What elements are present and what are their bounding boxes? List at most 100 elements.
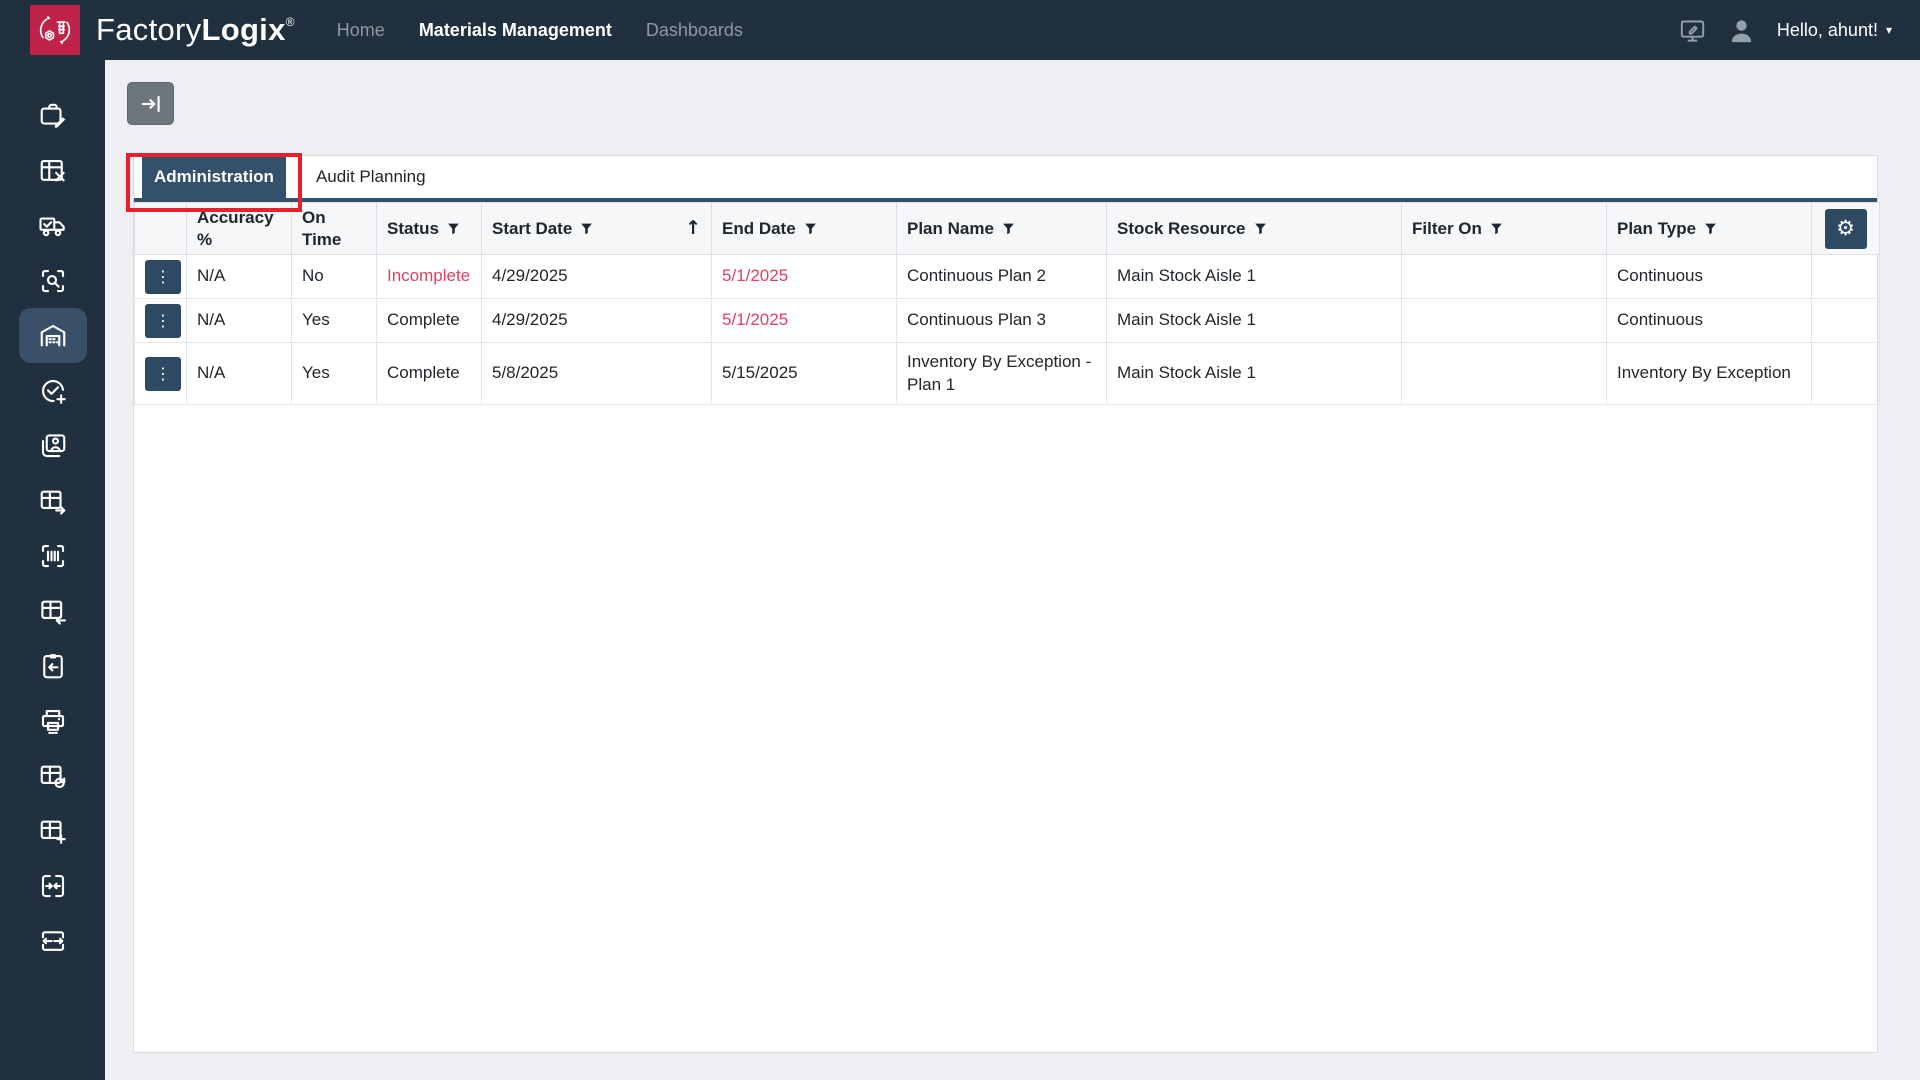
id-card-icon bbox=[38, 431, 68, 461]
scan-search-icon bbox=[38, 266, 68, 296]
brand-logix: Logix bbox=[201, 12, 285, 47]
column-header-plan-name[interactable]: Plan Name bbox=[897, 203, 1107, 255]
table-remove-icon bbox=[38, 156, 68, 186]
row-menu-button[interactable]: ⋮ bbox=[145, 260, 181, 294]
sidebar-item-truck-check[interactable] bbox=[19, 198, 87, 253]
cell-plan-name: Continuous Plan 3 bbox=[897, 299, 1107, 343]
filter-icon[interactable] bbox=[1490, 222, 1503, 235]
sidebar-item-scan-search[interactable] bbox=[19, 253, 87, 308]
column-header-stock-resource[interactable]: Stock Resource bbox=[1107, 203, 1402, 255]
kebab-menu-icon: ⋮ bbox=[155, 366, 171, 382]
cell-status: Complete bbox=[377, 343, 482, 405]
sidebar-item-expand-horizontal[interactable] bbox=[19, 913, 87, 968]
cell-stock-resource: Main Stock Aisle 1 bbox=[1107, 255, 1402, 299]
sidebar-item-collapse-horizontal[interactable] bbox=[19, 858, 87, 913]
sidebar-item-clipboard-return[interactable] bbox=[19, 638, 87, 693]
sidebar-item-id-card[interactable] bbox=[19, 418, 87, 473]
check-circle-add-icon bbox=[38, 376, 68, 406]
clipboard-return-icon bbox=[38, 651, 68, 681]
cell-plan-type: Continuous bbox=[1607, 255, 1812, 299]
column-header-settings: ⚙ bbox=[1812, 203, 1880, 255]
barcode-scan-icon bbox=[38, 541, 68, 571]
sidebar-item-briefcase-edit[interactable] bbox=[19, 88, 87, 143]
cell-row-menu: ⋮ bbox=[135, 343, 187, 405]
cell-on-time: Yes bbox=[292, 343, 377, 405]
sidebar-item-table-refresh[interactable] bbox=[19, 748, 87, 803]
table-row[interactable]: ⋮ N/A Yes Complete 4/29/2025 5/1/2025 Co… bbox=[135, 299, 1880, 343]
table-header-row: Accuracy % On Time Status Start Date↑ En… bbox=[135, 203, 1880, 255]
cell-start-date: 5/8/2025 bbox=[482, 343, 712, 405]
brand-wordmark: FactoryLogix® bbox=[96, 12, 295, 48]
row-menu-button[interactable]: ⋮ bbox=[145, 357, 181, 391]
table-import-icon bbox=[38, 596, 68, 626]
main-panel: Administration Audit Planning Accuracy %… bbox=[133, 155, 1878, 1053]
tab-administration[interactable]: Administration bbox=[142, 156, 286, 198]
column-header-start-date[interactable]: Start Date↑ bbox=[482, 203, 712, 255]
column-header-accuracy[interactable]: Accuracy % bbox=[187, 203, 292, 255]
sidebar-item-barcode-scan[interactable] bbox=[19, 528, 87, 583]
truck-check-icon bbox=[38, 211, 68, 241]
nav-home[interactable]: Home bbox=[337, 20, 385, 41]
factorylogix-logo[interactable] bbox=[30, 5, 80, 55]
registered-mark: ® bbox=[286, 15, 295, 29]
column-header-on-time[interactable]: On Time bbox=[292, 203, 377, 255]
logo-bolt-icon bbox=[35, 10, 75, 50]
user-menu[interactable]: Hello, ahunt! ▾ bbox=[1777, 20, 1892, 41]
cell-accuracy: N/A bbox=[187, 255, 292, 299]
sort-ascending-icon[interactable]: ↑ bbox=[685, 217, 701, 241]
cell-end-date: 5/1/2025 bbox=[712, 255, 897, 299]
nav-materials-management[interactable]: Materials Management bbox=[419, 20, 612, 41]
filter-icon[interactable] bbox=[1704, 222, 1717, 235]
brand-factory: Factory bbox=[96, 12, 201, 47]
sidebar-item-printer[interactable] bbox=[19, 693, 87, 748]
cell-plan-name: Inventory By Exception - Plan 1 bbox=[897, 343, 1107, 405]
filter-icon[interactable] bbox=[804, 222, 817, 235]
cell-start-date: 4/29/2025 bbox=[482, 255, 712, 299]
filter-icon[interactable] bbox=[447, 222, 460, 235]
sidebar-item-table-add[interactable] bbox=[19, 803, 87, 858]
kebab-menu-icon: ⋮ bbox=[155, 313, 171, 329]
sidebar-item-table-import[interactable] bbox=[19, 583, 87, 638]
content-area: Administration Audit Planning Accuracy %… bbox=[105, 60, 1920, 1080]
monitor-edit-icon[interactable] bbox=[1679, 17, 1706, 44]
grid-settings-button[interactable]: ⚙ bbox=[1825, 209, 1867, 249]
filter-icon[interactable] bbox=[580, 222, 593, 235]
cell-plan-type: Inventory By Exception bbox=[1607, 343, 1812, 405]
row-menu-button[interactable]: ⋮ bbox=[145, 304, 181, 338]
greeting-text: Hello, ahunt! bbox=[1777, 20, 1878, 41]
sidebar-item-table-export[interactable] bbox=[19, 473, 87, 528]
cell-start-date: 4/29/2025 bbox=[482, 299, 712, 343]
audit-plans-table: Accuracy % On Time Status Start Date↑ En… bbox=[134, 202, 1880, 405]
column-header-filter-on[interactable]: Filter On bbox=[1402, 203, 1607, 255]
cell-stock-resource: Main Stock Aisle 1 bbox=[1107, 343, 1402, 405]
filter-icon[interactable] bbox=[1254, 222, 1267, 235]
column-header-end-date[interactable]: End Date bbox=[712, 203, 897, 255]
cell-plan-name: Continuous Plan 2 bbox=[897, 255, 1107, 299]
table-export-icon bbox=[38, 486, 68, 516]
column-header-status[interactable]: Status bbox=[377, 203, 482, 255]
collapse-sidebar-button[interactable] bbox=[127, 82, 174, 125]
gear-icon: ⚙ bbox=[1836, 218, 1855, 239]
column-header-plan-type[interactable]: Plan Type bbox=[1607, 203, 1812, 255]
sidebar-item-table-remove[interactable] bbox=[19, 143, 87, 198]
tab-audit-planning[interactable]: Audit Planning bbox=[304, 156, 438, 198]
cell-stock-resource: Main Stock Aisle 1 bbox=[1107, 299, 1402, 343]
cell-row-menu: ⋮ bbox=[135, 255, 187, 299]
user-avatar-icon[interactable] bbox=[1726, 15, 1757, 46]
cell-row-menu: ⋮ bbox=[135, 299, 187, 343]
cell-settings-spacer bbox=[1812, 255, 1880, 299]
cell-settings-spacer bbox=[1812, 299, 1880, 343]
table-row[interactable]: ⋮ N/A Yes Complete 5/8/2025 5/15/2025 In… bbox=[135, 343, 1880, 405]
cell-filter-on bbox=[1402, 299, 1607, 343]
nav-dashboards[interactable]: Dashboards bbox=[646, 20, 743, 41]
warehouse-icon bbox=[38, 321, 68, 351]
table-row[interactable]: ⋮ N/A No Incomplete 4/29/2025 5/1/2025 C… bbox=[135, 255, 1880, 299]
expand-horizontal-icon bbox=[38, 926, 68, 956]
sidebar-item-check-circle-add[interactable] bbox=[19, 363, 87, 418]
sidebar-item-warehouse[interactable] bbox=[19, 308, 87, 363]
briefcase-edit-icon bbox=[38, 101, 68, 131]
cell-filter-on bbox=[1402, 343, 1607, 405]
filter-icon[interactable] bbox=[1002, 222, 1015, 235]
topbar: FactoryLogix® Home Materials Management … bbox=[0, 0, 1920, 60]
table-refresh-icon bbox=[38, 761, 68, 791]
